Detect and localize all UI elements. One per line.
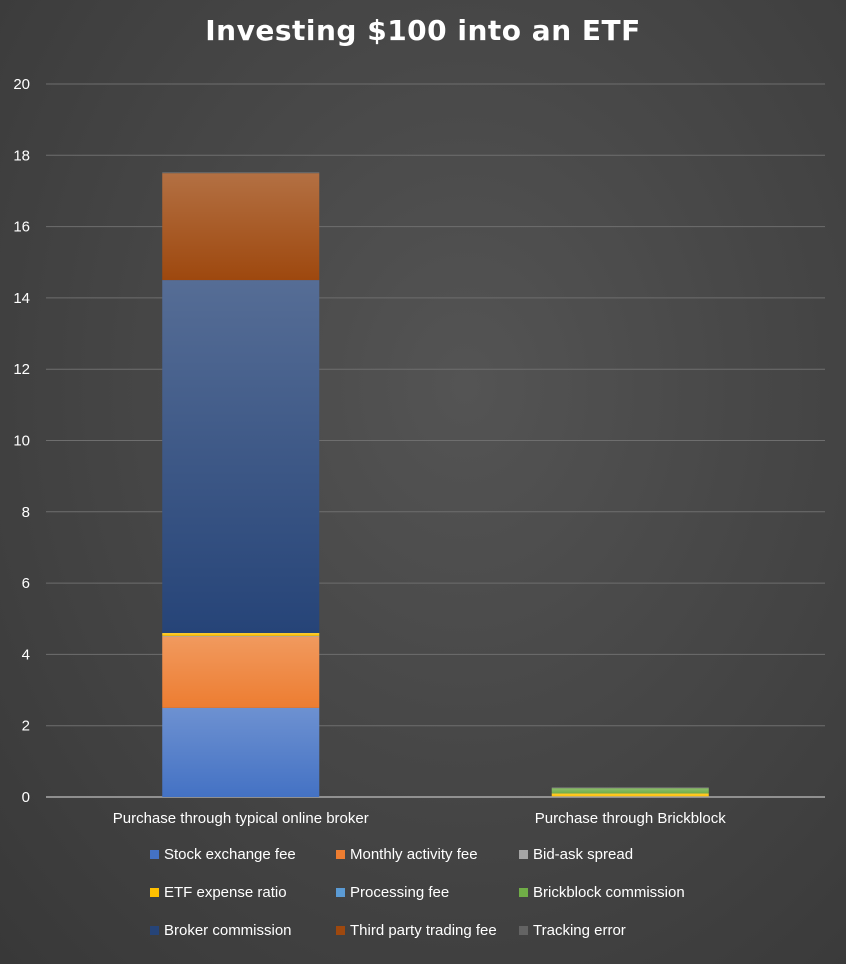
x-tick-label: Purchase through typical online broker (113, 810, 369, 827)
bar-segment-highlight (162, 633, 320, 636)
y-tick-label: 2 (22, 718, 30, 735)
bar-stack (162, 172, 320, 797)
legend-swatch (150, 926, 159, 935)
legend-label: Stock exchange fee (164, 846, 296, 863)
legend-swatch (336, 926, 345, 935)
legend-label: ETF expense ratio (164, 884, 287, 901)
legend-label: Brickblock commission (533, 884, 685, 901)
bar-segment-highlight (551, 796, 709, 798)
y-tick-label: 4 (22, 646, 30, 663)
legend: Stock exchange fee Monthly activity fee Bi… (150, 845, 750, 940)
legend-label: Broker commission (164, 922, 292, 939)
y-tick-label: 10 (13, 433, 30, 450)
legend-label: Tracking error (533, 922, 626, 939)
bar-segment-highlight (162, 636, 320, 708)
legend-swatch (150, 850, 159, 859)
legend-swatch (150, 888, 159, 897)
y-tick-label: 16 (13, 219, 30, 236)
chart-title: Investing $100 into an ETF (205, 14, 641, 47)
legend-label: Monthly activity fee (350, 846, 478, 863)
bar-segment-highlight (551, 793, 709, 797)
y-tick-label: 12 (13, 361, 30, 378)
bar-segment-highlight (162, 707, 320, 797)
bar-segment-highlight (162, 173, 320, 281)
legend-swatch (336, 888, 345, 897)
legend-entry: Broker commission (150, 921, 336, 940)
legend-swatch (519, 888, 528, 897)
y-tick-label: 18 (13, 147, 30, 164)
bar-segment-highlight (551, 788, 709, 794)
legend-swatch (336, 850, 345, 859)
bar-stack (551, 787, 709, 798)
bar-stacks (162, 172, 709, 798)
legend-entry: Monthly activity fee (336, 845, 519, 864)
stacked-bar-chart: 0 2 4 6 8 10 12 14 16 18 20 Purchase through typic… (13, 76, 825, 827)
y-tick-label: 20 (13, 76, 30, 93)
y-tick-label: 8 (22, 504, 30, 521)
legend-swatch (519, 850, 528, 859)
x-axis-tick-labels: Purchase through typical online broker Pu… (113, 810, 726, 827)
bar-segment-highlight (162, 172, 320, 174)
legend-entry: Processing fee (336, 883, 519, 902)
legend-entry: Third party trading fee (336, 921, 519, 940)
bar-segment-highlight (162, 635, 320, 637)
bar-segment-highlight (551, 787, 709, 789)
legend-entry: ETF expense ratio (150, 883, 336, 902)
legend-label: Bid-ask spread (533, 846, 634, 863)
legend-entry: Stock exchange fee (150, 845, 336, 864)
legend-swatch (519, 926, 528, 935)
y-tick-label: 0 (22, 789, 30, 806)
y-tick-label: 14 (13, 290, 30, 307)
legend-entry: Brickblock commission (519, 883, 719, 902)
legend-label: Processing fee (350, 884, 450, 901)
bar-segment-highlight (162, 280, 320, 634)
y-tick-label: 6 (22, 575, 30, 592)
legend-entry: Bid-ask spread (519, 845, 719, 864)
y-axis-tick-labels: 0 2 4 6 8 10 12 14 16 18 20 (13, 76, 30, 806)
x-tick-label: Purchase through Brickblock (535, 810, 726, 827)
legend-entry: Tracking error (519, 921, 719, 940)
legend-label: Third party trading fee (350, 922, 497, 939)
